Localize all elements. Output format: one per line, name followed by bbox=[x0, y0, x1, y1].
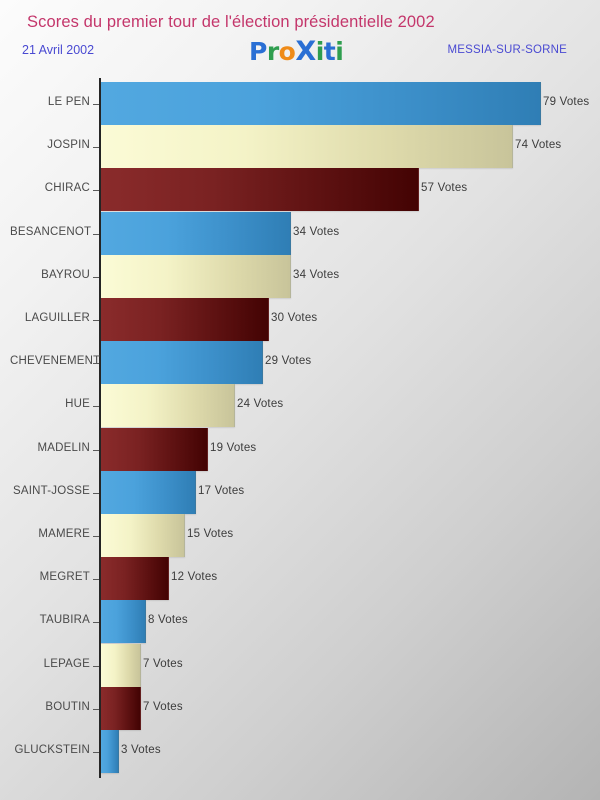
bar-value-label: 19 Votes bbox=[210, 441, 257, 454]
bar-value-label: 30 Votes bbox=[271, 311, 318, 324]
axis-tick bbox=[93, 233, 99, 235]
candidate-label: BESANCENOT bbox=[10, 225, 92, 238]
bar-value-label: 15 Votes bbox=[187, 527, 234, 540]
table-row: LAGUILLER 30 Votes bbox=[0, 298, 600, 341]
bar-value-label: 74 Votes bbox=[515, 138, 562, 151]
table-row: CHEVENEMENT 29 Votes bbox=[0, 341, 600, 384]
candidate-label: LAGUILLER bbox=[24, 311, 90, 324]
table-row: LEPAGE 7 Votes bbox=[0, 644, 600, 687]
proxiti-logo[interactable]: ProXiti bbox=[249, 36, 344, 67]
candidate-label: JOSPIN bbox=[47, 138, 90, 151]
bar-chevenement[interactable] bbox=[101, 341, 263, 384]
commune-name: MESSIA-SUR-SORNE bbox=[447, 44, 567, 56]
bar-value-label: 29 Votes bbox=[265, 354, 312, 367]
logo-letter-i2: i bbox=[335, 37, 344, 66]
axis-tick bbox=[93, 621, 99, 623]
table-row: MAMERE 15 Votes bbox=[0, 514, 600, 557]
bar-le-pen[interactable] bbox=[101, 82, 541, 125]
axis-tick bbox=[93, 103, 99, 105]
axis-tick bbox=[93, 535, 99, 537]
candidate-label: BOUTIN bbox=[45, 700, 90, 713]
candidate-label: MADELIN bbox=[37, 441, 90, 454]
axis-tick bbox=[93, 276, 99, 278]
logo-letter-p: P bbox=[249, 37, 267, 66]
bar-taubira[interactable] bbox=[101, 600, 146, 643]
bar-value-label: 57 Votes bbox=[421, 181, 468, 194]
table-row: BESANCENOT 34 Votes bbox=[0, 212, 600, 255]
logo-letter-o: o bbox=[278, 37, 296, 66]
bar-value-label: 7 Votes bbox=[143, 657, 183, 670]
bar-boutin[interactable] bbox=[101, 687, 141, 730]
page-title: Scores du premier tour de l'élection pré… bbox=[27, 13, 435, 31]
bar-jospin[interactable] bbox=[101, 125, 513, 168]
table-row: GLUCKSTEIN 3 Votes bbox=[0, 730, 600, 773]
axis-tick bbox=[93, 319, 99, 321]
bar-hue[interactable] bbox=[101, 384, 235, 427]
bar-value-label: 8 Votes bbox=[148, 613, 188, 626]
candidate-label: HUE bbox=[65, 397, 90, 410]
candidate-label: LEPAGE bbox=[43, 657, 90, 670]
election-date: 21 Avril 2002 bbox=[22, 43, 95, 57]
bar-laguiller[interactable] bbox=[101, 298, 269, 341]
table-row: MEGRET 12 Votes bbox=[0, 557, 600, 600]
logo-letter-i1: i bbox=[315, 37, 325, 66]
bar-chirac[interactable] bbox=[101, 168, 419, 211]
table-row: SAINT-JOSSE 17 Votes bbox=[0, 471, 600, 514]
bar-megret[interactable] bbox=[101, 557, 169, 600]
candidate-label: CHIRAC bbox=[44, 181, 90, 194]
logo-letter-r: r bbox=[266, 37, 279, 66]
candidate-label: LE PEN bbox=[47, 95, 90, 108]
bar-value-label: 17 Votes bbox=[198, 484, 245, 497]
axis-tick bbox=[93, 146, 99, 148]
axis-tick bbox=[93, 665, 99, 667]
bar-mamere[interactable] bbox=[101, 514, 185, 557]
axis-tick bbox=[93, 492, 99, 494]
table-row: LE PEN 79 Votes bbox=[0, 82, 600, 125]
bar-value-label: 79 Votes bbox=[543, 95, 590, 108]
candidate-label: MEGRET bbox=[39, 570, 90, 583]
bar-madelin[interactable] bbox=[101, 428, 208, 471]
axis-tick bbox=[93, 362, 99, 364]
candidate-label: MAMERE bbox=[38, 527, 90, 540]
candidate-label: SAINT-JOSSE bbox=[13, 484, 90, 497]
bar-value-label: 12 Votes bbox=[171, 570, 218, 583]
table-row: MADELIN 19 Votes bbox=[0, 428, 600, 471]
table-row: BOUTIN 7 Votes bbox=[0, 687, 600, 730]
table-row: BAYROU 34 Votes bbox=[0, 255, 600, 298]
candidate-label: CHEVENEMENT bbox=[10, 354, 101, 367]
axis-tick bbox=[93, 708, 99, 710]
bar-chart-plot: LE PEN 79 Votes JOSPIN 74 Votes CHIRAC 57 Vot… bbox=[0, 78, 600, 790]
table-row: JOSPIN 74 Votes bbox=[0, 125, 600, 168]
bar-gluckstein[interactable] bbox=[101, 730, 119, 773]
axis-tick bbox=[93, 189, 99, 191]
table-row: TAUBIRA 8 Votes bbox=[0, 600, 600, 643]
candidate-label: GLUCKSTEIN bbox=[14, 743, 90, 756]
bar-value-label: 24 Votes bbox=[237, 397, 284, 410]
bar-value-label: 34 Votes bbox=[293, 268, 340, 281]
bar-value-label: 3 Votes bbox=[121, 743, 161, 756]
axis-tick bbox=[93, 578, 99, 580]
candidate-label: TAUBIRA bbox=[39, 613, 90, 626]
logo-letter-x: X bbox=[295, 36, 316, 67]
axis-tick bbox=[93, 449, 99, 451]
bar-lepage[interactable] bbox=[101, 644, 141, 687]
axis-tick bbox=[93, 751, 99, 753]
table-row: CHIRAC 57 Votes bbox=[0, 168, 600, 211]
candidate-label: BAYROU bbox=[41, 268, 90, 281]
bar-besancenot[interactable] bbox=[101, 212, 291, 255]
axis-tick bbox=[93, 405, 99, 407]
logo-letter-t: t bbox=[323, 37, 336, 66]
bar-saint-josse[interactable] bbox=[101, 471, 196, 514]
bar-value-label: 7 Votes bbox=[143, 700, 183, 713]
table-row: HUE 24 Votes bbox=[0, 384, 600, 427]
bar-bayrou[interactable] bbox=[101, 255, 291, 298]
y-axis-line bbox=[99, 78, 101, 778]
bar-value-label: 34 Votes bbox=[293, 225, 340, 238]
